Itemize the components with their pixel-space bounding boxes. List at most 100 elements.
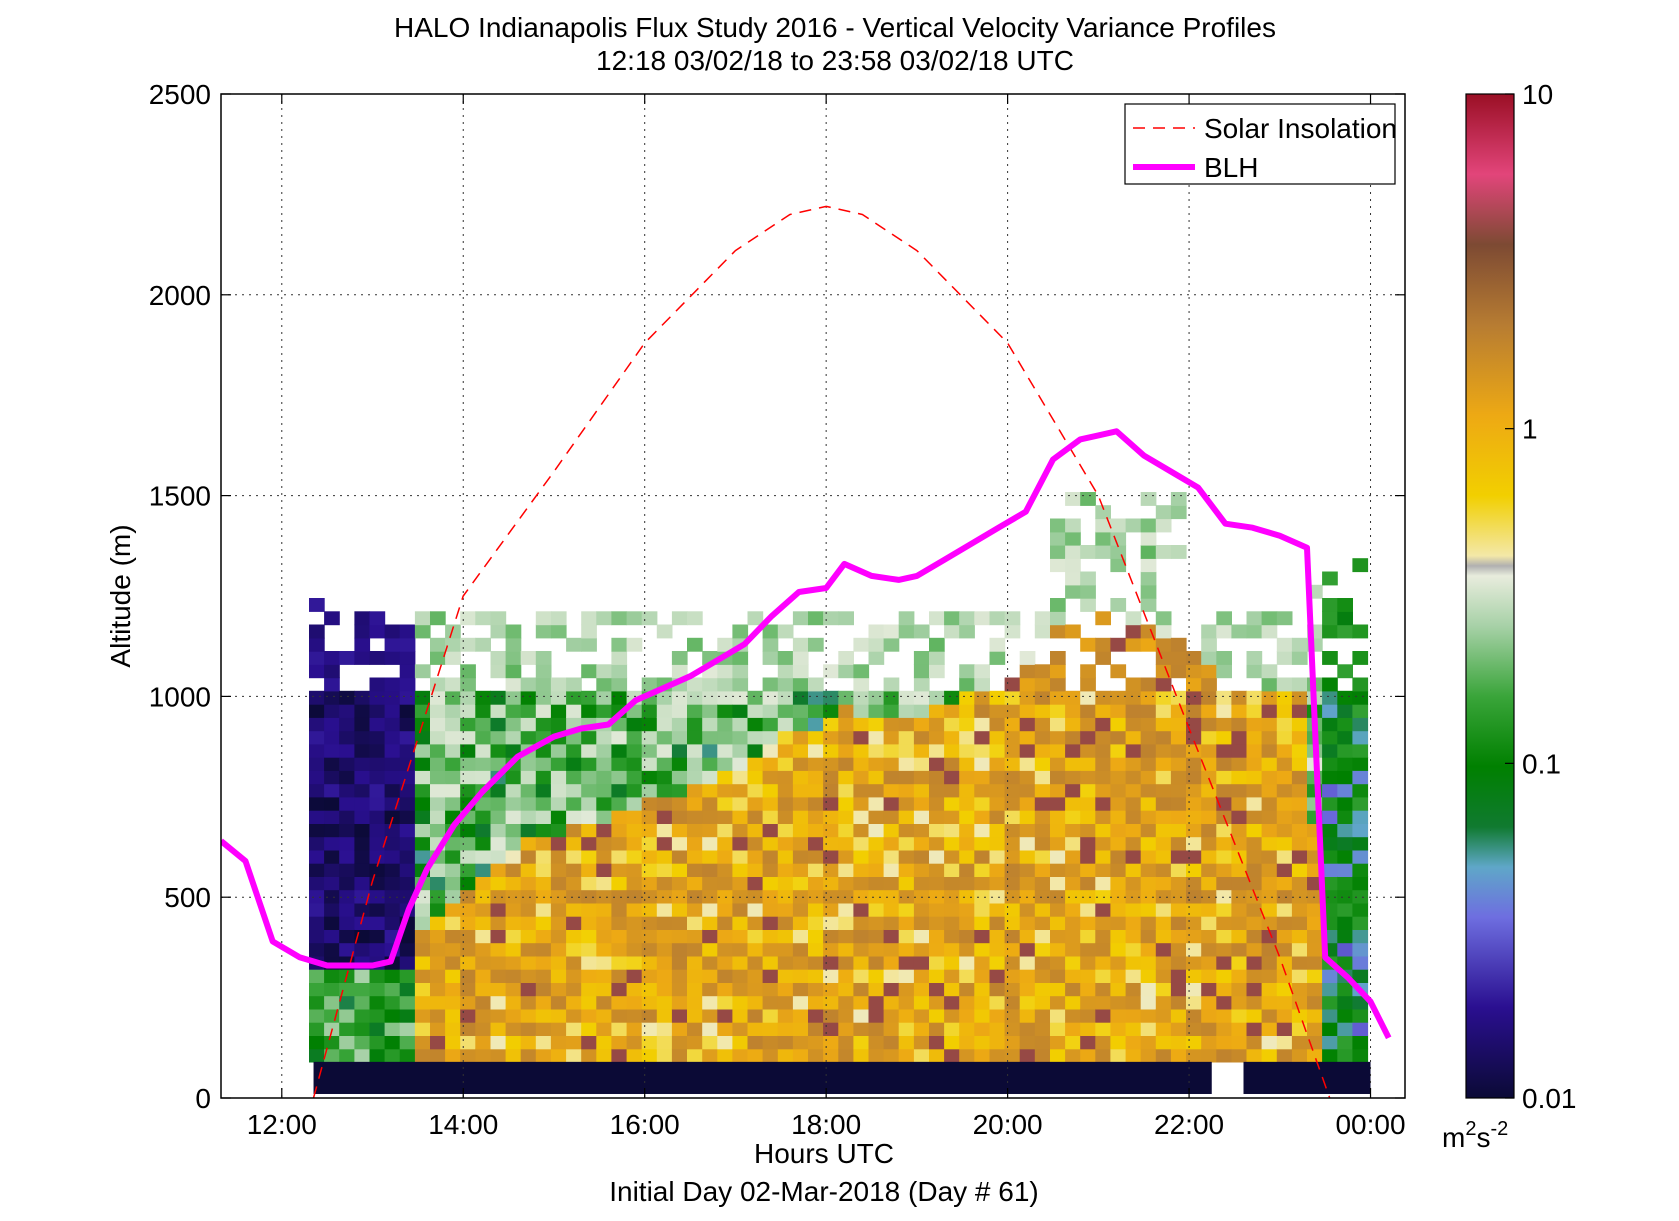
heatmap-cell xyxy=(369,823,386,838)
heatmap-cell xyxy=(626,1022,643,1036)
heatmap-cell xyxy=(732,783,749,798)
heatmap-cell xyxy=(1322,757,1338,771)
solar-insolation-line xyxy=(312,205,1331,1098)
heatmap-cell xyxy=(792,796,809,811)
heatmap-cell xyxy=(596,664,612,679)
heatmap-cell xyxy=(520,889,537,904)
heatmap-cell xyxy=(1186,704,1202,718)
heatmap-cell xyxy=(974,690,990,705)
heatmap-cell xyxy=(414,624,431,639)
heatmap-cell xyxy=(1216,704,1232,718)
heatmap-cell xyxy=(1050,757,1066,771)
heatmap-cell xyxy=(550,823,567,838)
heatmap-cell xyxy=(1276,677,1293,692)
heatmap-cell xyxy=(339,876,355,891)
heatmap-cell xyxy=(505,730,522,745)
heatmap-cell xyxy=(717,810,733,824)
heatmap-cell xyxy=(974,1008,990,1023)
heatmap-cell xyxy=(1246,796,1263,811)
heatmap-cell xyxy=(535,757,552,771)
heatmap-cell xyxy=(445,624,461,639)
heatmap-cell xyxy=(974,810,990,824)
heatmap-cell xyxy=(505,876,522,891)
heatmap-cell xyxy=(369,916,386,930)
heatmap-cell xyxy=(1065,902,1081,917)
heatmap-cell xyxy=(430,770,446,785)
heatmap-cell xyxy=(550,1022,567,1036)
heatmap-cell xyxy=(1095,770,1111,785)
heatmap-cell xyxy=(656,770,673,785)
heatmap-cell xyxy=(430,810,446,824)
heatmap-cell xyxy=(913,929,930,944)
heatmap-cell xyxy=(1034,836,1051,851)
heatmap-cell xyxy=(1110,704,1127,718)
heatmap-cell xyxy=(1034,1048,1051,1063)
heatmap-cell xyxy=(1034,863,1051,877)
heatmap-cell xyxy=(445,783,461,798)
heatmap-cell xyxy=(777,810,794,824)
heatmap-cell xyxy=(1261,889,1278,904)
heatmap-cell xyxy=(626,757,643,771)
heatmap-cell xyxy=(550,902,567,917)
heatmap-cell xyxy=(1276,955,1293,970)
heatmap-cell xyxy=(656,704,673,718)
heatmap-cell xyxy=(883,770,900,785)
heatmap-cell xyxy=(581,916,597,930)
heatmap-cell xyxy=(1201,876,1217,891)
heatmap-cell xyxy=(656,995,673,1010)
heatmap-cell xyxy=(566,796,582,811)
heatmap-cell xyxy=(1322,889,1338,904)
heatmap-cell xyxy=(414,704,431,718)
heatmap-cell xyxy=(1095,757,1111,771)
heatmap-cell xyxy=(1261,757,1278,771)
heatmap-cell xyxy=(702,677,718,692)
heatmap-cell xyxy=(732,704,749,718)
heatmap-cell xyxy=(1065,876,1081,891)
heatmap-cell xyxy=(1140,955,1157,970)
heatmap-cell xyxy=(1050,624,1066,639)
heatmap-cell xyxy=(566,677,582,692)
heatmap-cell xyxy=(566,770,582,785)
heatmap-cell xyxy=(1140,796,1157,811)
heatmap-cell xyxy=(777,902,794,917)
heatmap-cell xyxy=(1261,810,1278,824)
heatmap-cell xyxy=(1110,995,1127,1010)
heatmap-cell xyxy=(535,704,552,718)
heatmap-cell xyxy=(762,743,779,758)
heatmap-cell xyxy=(384,704,401,718)
heatmap-cell xyxy=(384,717,401,732)
heatmap-cell xyxy=(1140,677,1157,692)
heatmap-cell xyxy=(732,863,749,877)
heatmap-cell xyxy=(671,743,688,758)
heatmap-cell xyxy=(1291,942,1308,957)
heatmap-cell xyxy=(929,690,945,705)
heatmap-cell xyxy=(959,664,975,679)
heatmap-cell xyxy=(687,916,703,930)
heatmap-cell xyxy=(399,677,416,692)
heatmap-cell xyxy=(460,916,476,930)
heatmap-cell xyxy=(1322,823,1338,838)
heatmap-cell xyxy=(324,651,340,665)
heatmap-cell xyxy=(1291,730,1308,745)
heatmap-cell xyxy=(445,942,461,957)
heatmap-cell xyxy=(1352,1035,1369,1050)
heatmap-cell xyxy=(717,836,733,851)
heatmap-cell xyxy=(626,823,643,838)
heatmap-cell xyxy=(1019,690,1036,705)
heatmap-cell xyxy=(1291,995,1308,1010)
heatmap-cell xyxy=(1155,611,1172,626)
heatmap-cell xyxy=(354,1035,371,1050)
heatmap-cell xyxy=(626,717,643,732)
heatmap-cell xyxy=(777,717,794,732)
heatmap-cell xyxy=(505,836,522,851)
heatmap-cell xyxy=(1065,690,1081,705)
heatmap-cell xyxy=(1125,730,1142,745)
heatmap-cell xyxy=(808,810,824,824)
heatmap-cell xyxy=(702,783,718,798)
heatmap-cell xyxy=(475,995,491,1010)
heatmap-cell xyxy=(430,677,446,692)
heatmap-cell xyxy=(823,916,839,930)
heatmap-cell xyxy=(1050,1048,1066,1063)
heatmap-cell xyxy=(1019,810,1036,824)
heatmap-cell xyxy=(687,929,703,944)
